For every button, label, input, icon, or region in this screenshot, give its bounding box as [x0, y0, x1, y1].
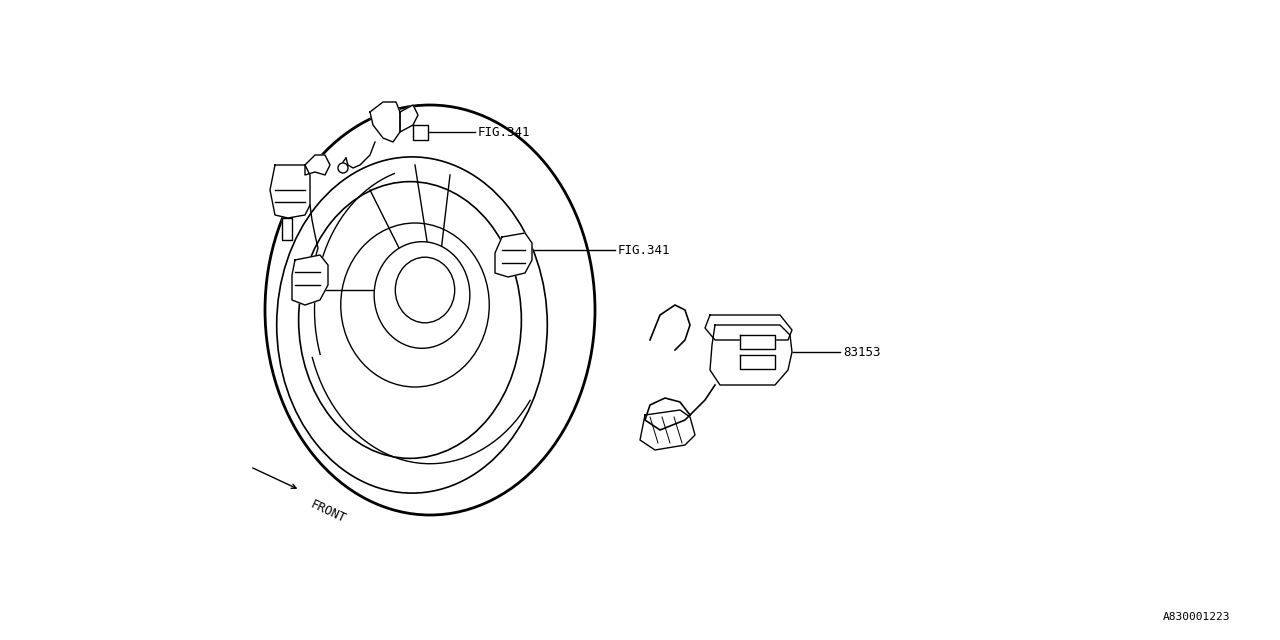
Polygon shape: [740, 355, 774, 369]
Ellipse shape: [340, 223, 489, 387]
Polygon shape: [710, 325, 792, 385]
Polygon shape: [413, 125, 428, 140]
Polygon shape: [705, 315, 792, 340]
Text: FIG.341: FIG.341: [477, 125, 530, 138]
Polygon shape: [399, 105, 419, 132]
Polygon shape: [292, 255, 328, 305]
Text: 83153: 83153: [844, 346, 881, 358]
Polygon shape: [740, 335, 774, 349]
Text: FRONT: FRONT: [308, 498, 347, 525]
Text: A830001223: A830001223: [1162, 612, 1230, 622]
Ellipse shape: [374, 242, 470, 348]
Text: FIG.341: FIG.341: [618, 243, 671, 257]
Polygon shape: [370, 102, 399, 142]
Ellipse shape: [396, 257, 454, 323]
Polygon shape: [305, 155, 330, 175]
Polygon shape: [282, 218, 292, 240]
Polygon shape: [495, 233, 532, 277]
Polygon shape: [640, 410, 695, 450]
Polygon shape: [270, 165, 310, 218]
Ellipse shape: [298, 182, 521, 458]
